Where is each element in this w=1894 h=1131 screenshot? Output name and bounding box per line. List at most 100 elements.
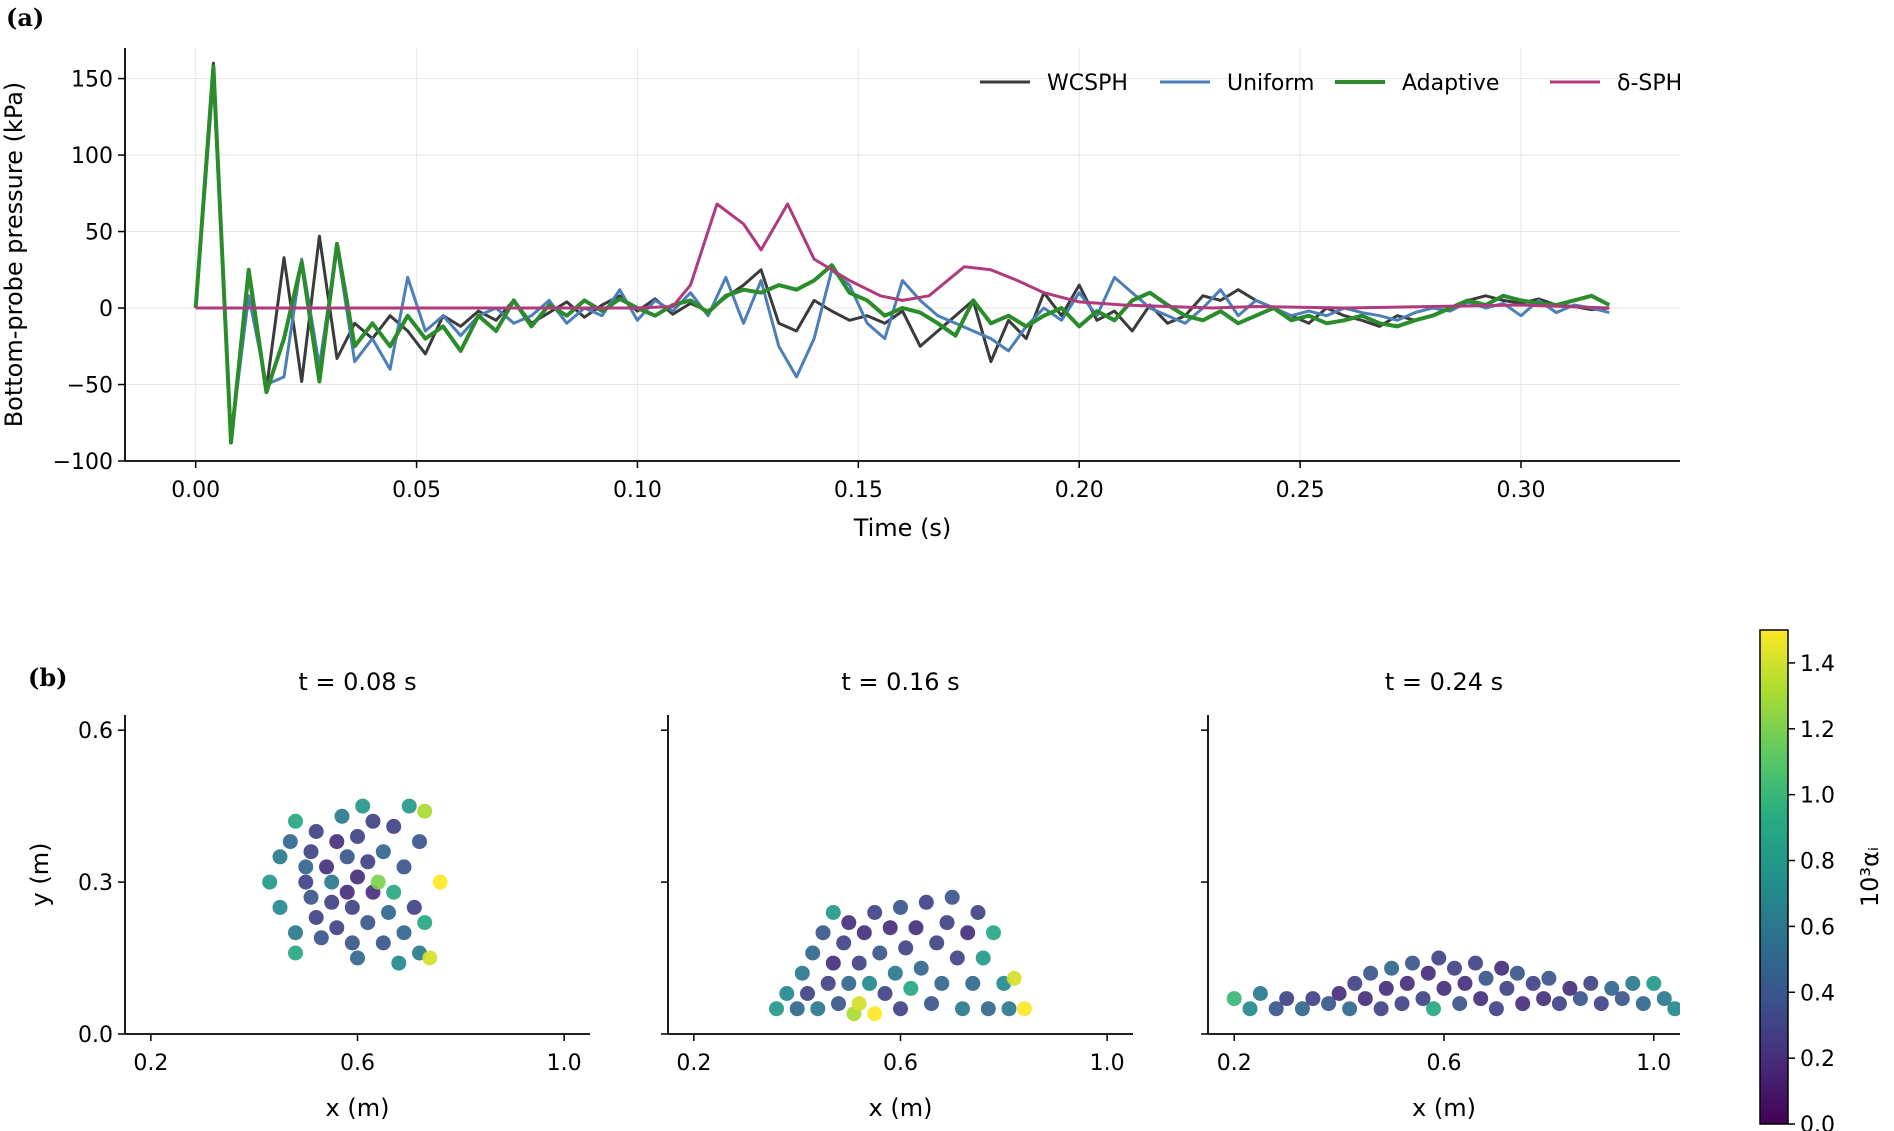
particle-point (1001, 1001, 1017, 1017)
particle-point (1468, 955, 1483, 971)
particle-point (422, 950, 438, 966)
x-tick-label: 0.25 (1276, 478, 1325, 503)
x-tick-label: 0.05 (392, 478, 441, 503)
particle-point (350, 869, 365, 885)
particle-point (298, 874, 314, 890)
particle-point (1347, 975, 1363, 991)
particle-point (1420, 965, 1436, 981)
y-tick-label: 0.3 (78, 871, 113, 896)
particle-point (1405, 955, 1420, 971)
particle-point (432, 874, 448, 890)
particle-point (1384, 960, 1400, 976)
colorbar-tick-label: 0.6 (1800, 915, 1835, 940)
series-line-2 (193, 64, 1611, 445)
particle-point (262, 874, 278, 890)
snapshot-title: t = 0.16 s (841, 668, 959, 696)
particle-point (893, 1001, 908, 1017)
particle-point (288, 945, 303, 961)
particle-point (288, 925, 303, 941)
particle-point (862, 975, 877, 991)
tick-labels: 0.00 0.05 0.10 0.15 0.20 0.25 0.30 −100 −50 0 50 10… (53, 68, 1546, 503)
particle-point (329, 920, 345, 936)
particle-point (1525, 975, 1541, 991)
x-axis-label: Time (s) (853, 514, 952, 542)
colorbar-ticks: 0.0 0.2 0.4 0.6 0.8 1.0 1.2 1.4 (1788, 652, 1835, 1131)
particle-point (789, 1001, 805, 1017)
particle-point (1378, 980, 1394, 996)
colorbar-tick-label: 1.0 (1800, 784, 1835, 809)
particle-point (877, 986, 893, 1001)
particle-point (355, 798, 371, 814)
particle-point (825, 955, 841, 971)
particle-point (820, 975, 836, 991)
particle-point (334, 808, 350, 824)
particles (1226, 950, 1680, 1017)
particle-point (344, 899, 360, 915)
particle-point (339, 884, 355, 900)
particle-point (396, 925, 412, 941)
particle-point (1625, 975, 1641, 991)
particle-point (794, 965, 810, 981)
particle-point (1357, 991, 1373, 1007)
particle-point (350, 829, 365, 844)
particle-point (1494, 960, 1510, 976)
particle-point (401, 798, 417, 814)
particle-point (1583, 975, 1599, 991)
particle-point (324, 874, 340, 890)
x-tick-label: 0.10 (613, 478, 662, 503)
particle-point (1279, 991, 1295, 1007)
y-tick-label: 100 (71, 144, 113, 169)
particle-point (1268, 1001, 1284, 1017)
particle-point (851, 996, 867, 1012)
particle-point (975, 950, 991, 966)
particle-point (375, 935, 391, 951)
particle-point (1541, 970, 1557, 986)
particle-point (1321, 996, 1337, 1012)
series-line-1 (194, 77, 1610, 440)
particle-point (1551, 996, 1567, 1012)
panel-b-label: (b) (28, 663, 68, 692)
particle-point (350, 950, 365, 966)
particle-point (980, 1001, 996, 1017)
legend-label-2: Adaptive (1402, 71, 1499, 96)
y-tick-label: 0.0 (78, 1023, 113, 1048)
snapshot-panel-1: 0.2 0.6 1.0 0.0 0.3 0.6 t = 0.08 s x (m) y (m) (26, 668, 590, 1122)
particle-point (955, 1001, 970, 1017)
particle-point (815, 925, 831, 941)
particle-point (1562, 980, 1578, 996)
x-tick-label: 1.0 (1636, 1051, 1671, 1076)
axes (118, 48, 1680, 468)
particle-point (1342, 1001, 1358, 1017)
x-tick-label: 0.15 (834, 478, 883, 503)
particle-point (965, 975, 981, 991)
particle-point (779, 986, 795, 1001)
particle-point (831, 996, 846, 1012)
snapshot-panel-3: 0.2 0.6 1.0 t = 0.24 s x (m) (1201, 668, 1680, 1122)
panel-a-label: (a) (6, 3, 44, 32)
y-tick-label: 0.6 (78, 719, 113, 744)
x-axis-label: x (m) (869, 1094, 933, 1122)
particle-point (329, 834, 345, 850)
series-line-0 (194, 61, 1610, 445)
y-tick-label: 150 (71, 68, 113, 93)
particle-point (417, 803, 433, 819)
y-axis-label: Bottom-probe pressure (kPa) (0, 82, 28, 428)
colorbar-tick-label: 0.4 (1800, 981, 1835, 1006)
particle-point (1646, 975, 1662, 991)
particle-point (769, 1001, 784, 1017)
particle-point (1488, 1001, 1504, 1017)
particle-point (944, 889, 960, 905)
particle-snapshots: 0.2 0.6 1.00.00.30.6t = 0.08 sx (m)y (m)0.… (26, 668, 1680, 1122)
y-tick-label: 0 (99, 297, 113, 322)
x-tick-label: 0.20 (1055, 478, 1104, 503)
particle-point (887, 965, 903, 981)
particle-point (1572, 991, 1588, 1007)
x-tick-label: 1.0 (547, 1051, 582, 1076)
pressure-time-chart: 0.00 0.05 0.10 0.15 0.20 0.25 0.30 −100 −50 0 50 10… (0, 48, 1682, 542)
particle-point (1635, 996, 1651, 1012)
series-lines (193, 61, 1611, 445)
particle-point (913, 960, 929, 976)
particle-point (303, 889, 319, 905)
y-tick-label: −100 (53, 450, 113, 475)
colorbar-tick-label: 0.8 (1800, 850, 1835, 875)
